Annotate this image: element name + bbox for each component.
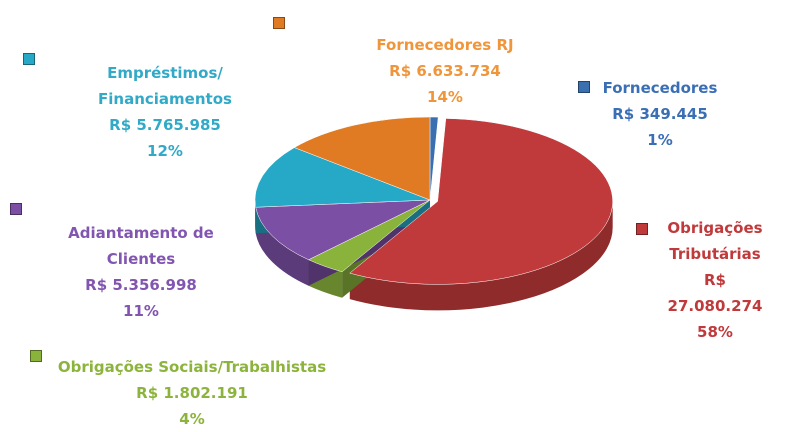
slice-label: Obrigações Sociais/Trabalhistas R$ 1.802.…: [42, 354, 342, 432]
legend-marker: [636, 223, 648, 235]
legend-marker: [10, 203, 22, 215]
value-label: R$ 6.633.734: [389, 62, 501, 80]
percent-label: 11%: [123, 302, 159, 320]
slice-side: [255, 200, 256, 234]
slice-label: Empréstimos/ Financiamentos R$ 5.765.985 1…: [85, 60, 245, 164]
category-label: Fornecedores RJ: [376, 36, 514, 54]
value-label: R$ 5.765.985: [109, 116, 221, 134]
legend-marker: [273, 17, 285, 29]
slice-side: [349, 201, 613, 311]
slice-label: Fornecedores R$ 349.445 1%: [595, 75, 725, 153]
legend-marker: [30, 350, 42, 362]
slice-side: [255, 207, 309, 286]
legend-marker: [578, 81, 590, 93]
category-label: Obrigações Sociais/Trabalhistas: [57, 358, 327, 376]
slice-label: Adiantamento de Clientes R$ 5.356.998 11%: [56, 220, 226, 324]
category-label: Adiantamento de Clientes: [68, 224, 214, 268]
slice-label: Obrigações Tributárias R$ 27.080.274 58%: [655, 215, 775, 345]
percent-label: 58%: [697, 323, 733, 341]
value-label: R$ 349.445: [612, 105, 708, 123]
category-label: Obrigações Tributárias: [667, 219, 763, 263]
category-label: Fornecedores: [602, 79, 718, 97]
pie-chart: [254, 116, 613, 311]
legend-marker: [23, 53, 35, 65]
percent-label: 14%: [427, 88, 463, 106]
value-label: R$ 27.080.274: [667, 271, 763, 315]
category-label: Empréstimos/ Financiamentos: [98, 64, 232, 108]
page: (() => { const data = JSON.parse(documen…: [10, 17, 775, 428]
value-label: R$ 1.802.191: [136, 384, 248, 402]
percent-label: 4%: [179, 410, 205, 428]
percent-label: 12%: [147, 142, 183, 160]
slice: [254, 147, 431, 208]
value-label: R$ 5.356.998: [85, 276, 197, 294]
slice: [293, 116, 431, 201]
slice: [349, 118, 613, 285]
slice: [429, 116, 439, 201]
percent-label: 1%: [647, 131, 673, 149]
slice: [255, 199, 431, 261]
slice-label: Fornecedores RJ R$ 6.633.734 14%: [360, 32, 530, 110]
